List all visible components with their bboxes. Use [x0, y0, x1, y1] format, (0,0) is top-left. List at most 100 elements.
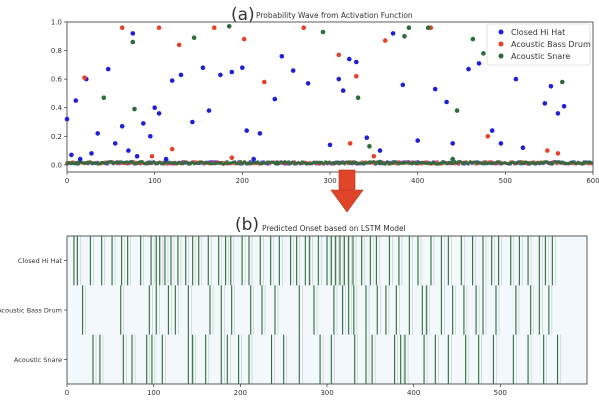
scatter-point: [69, 152, 74, 158]
scatter-point: [105, 66, 111, 72]
scatter-point: [212, 25, 217, 31]
scatter-point: [218, 72, 223, 78]
row-label: Acoustic Snare: [14, 356, 62, 364]
y-tick-label: 0.0: [51, 161, 62, 169]
scatter-point: [347, 56, 352, 62]
scatter-point: [169, 78, 175, 83]
panel-a-noise-floor: [65, 160, 594, 166]
panel-b-onsets: [73, 236, 561, 384]
scatter-point: [561, 104, 567, 109]
x-tick-label: 200: [234, 389, 247, 397]
scatter-point: [272, 96, 278, 102]
scatter-point: [400, 82, 406, 88]
scatter-point: [367, 144, 372, 149]
scatter-point: [305, 81, 311, 86]
scatter-point: [163, 156, 169, 162]
scatter-point: [555, 111, 561, 116]
x-tick-label: 600: [586, 177, 599, 185]
scatter-point: [141, 121, 146, 126]
noise-point: [518, 160, 522, 164]
scatter-point: [73, 98, 79, 103]
scatter-point: [364, 135, 370, 140]
scatter-point: [64, 116, 70, 122]
scatter-point: [190, 119, 195, 125]
panel-a-label: (a): [231, 5, 255, 25]
scatter-point: [95, 131, 100, 136]
scatter-point: [377, 148, 383, 153]
scatter-point: [466, 66, 471, 72]
scatter-point: [279, 54, 285, 59]
scatter-point: [415, 138, 421, 143]
scatter-point: [476, 61, 482, 66]
noise-point: [239, 160, 243, 164]
scatter-point: [485, 134, 491, 139]
scatter-point: [275, 161, 280, 166]
scatter-point: [176, 42, 182, 48]
row-label: Acoustic Bass Drum: [0, 307, 62, 315]
scatter-point: [119, 25, 125, 31]
scatter-point: [148, 134, 153, 139]
scatter-point: [548, 84, 554, 89]
scatter-point: [371, 154, 377, 159]
scatter-point: [75, 161, 80, 166]
scatter-point: [130, 39, 136, 45]
scatter-point: [390, 31, 396, 36]
y-tick-label: 0.8: [51, 47, 62, 55]
scatter-point: [347, 141, 353, 146]
noise-point: [551, 162, 555, 166]
scatter-point: [112, 141, 118, 146]
legend-marker-bassdrum: [498, 41, 504, 47]
scatter-point: [200, 65, 206, 70]
panel-a-legend: Closed Hi Hat Acoustic Bass Drum Acousti…: [486, 23, 591, 66]
noise-point: [372, 160, 376, 164]
scatter-point: [290, 68, 296, 73]
scatter-point: [432, 86, 438, 92]
scatter-point: [354, 74, 359, 79]
scatter-point: [206, 108, 212, 113]
legend-frame: [486, 23, 591, 66]
scatter-point: [191, 35, 197, 40]
scatter-point: [169, 146, 175, 152]
scatter-point: [450, 156, 456, 162]
scatter-point: [470, 36, 476, 42]
x-tick-label: 500: [499, 177, 512, 185]
scatter-point: [240, 65, 245, 70]
scatter-point: [156, 111, 162, 116]
scatter-point: [555, 151, 561, 156]
panel-b-title: Predicted Onset based on LSTM Model: [262, 224, 406, 233]
noise-point: [590, 161, 594, 165]
legend-label-hihat: Closed Hi Hat: [511, 28, 565, 37]
scatter-point: [152, 105, 157, 110]
legend-label-bassdrum: Acoustic Bass Drum: [511, 40, 591, 49]
scatter-point: [119, 124, 125, 129]
scatter-point: [545, 148, 550, 153]
scatter-point: [226, 24, 232, 29]
scatter-point: [244, 128, 249, 133]
scatter-point: [560, 79, 565, 85]
legend-marker-snare: [498, 53, 504, 59]
scatter-point: [382, 38, 388, 43]
panel-b-label: (b): [235, 215, 259, 235]
scatter-point: [156, 25, 162, 31]
scatter-point: [520, 145, 526, 150]
noise-point: [237, 162, 241, 166]
scatter-point: [251, 156, 256, 162]
noise-point: [374, 162, 378, 166]
scatter-point: [132, 106, 137, 112]
scatter-point: [425, 25, 431, 31]
scatter-point: [262, 79, 267, 85]
scatter-point: [542, 101, 548, 106]
panel-a-points: [64, 24, 567, 166]
panel-a-axes: 0 100 200 300 400 500 600 0.0 0.2 0.4 0.6 0.8 1.0: [51, 19, 599, 186]
y-tick-label: 0.4: [51, 104, 63, 112]
noise-point: [482, 162, 486, 166]
scatter-point: [130, 31, 136, 36]
scatter-point: [336, 52, 342, 58]
legend-label-snare: Acoustic Snare: [511, 52, 570, 61]
scatter-point: [336, 76, 342, 82]
x-tick-label: 500: [494, 389, 507, 397]
scatter-point: [481, 51, 486, 56]
scatter-point: [257, 131, 263, 136]
scatter-point: [489, 128, 495, 133]
x-tick-label: 100: [147, 389, 160, 397]
